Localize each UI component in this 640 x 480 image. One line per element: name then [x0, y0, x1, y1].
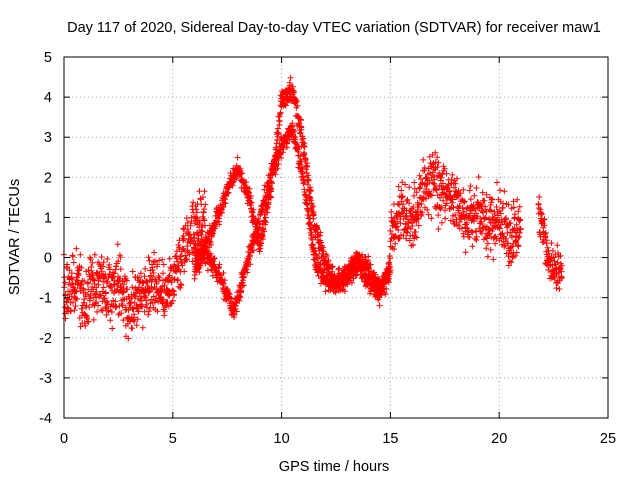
x-axis-label: GPS time / hours — [279, 459, 389, 475]
y-axis-ticks: -4 -3 -2 -1 0 1 2 3 4 5 — [39, 50, 608, 427]
y-tick-label: -1 — [39, 291, 52, 307]
x-tick-label: 10 — [274, 431, 290, 447]
x-tick-label: 25 — [600, 431, 616, 447]
y-tick-label: 5 — [44, 50, 52, 66]
data-points — [60, 74, 565, 342]
chart-title: Day 117 of 2020, Sidereal Day-to-day VTE… — [67, 20, 601, 36]
y-tick-label: -3 — [39, 371, 52, 387]
y-tick-label: 2 — [44, 170, 52, 186]
y-tick-label: 3 — [44, 130, 52, 146]
x-tick-label: 5 — [169, 431, 177, 447]
y-tick-label: 0 — [44, 251, 52, 267]
y-tick-label: -4 — [39, 411, 52, 427]
y-axis-label: SDTVAR / TECUs — [7, 179, 23, 295]
x-axis-ticks: 0 5 10 15 20 25 — [60, 57, 616, 447]
x-tick-label: 0 — [60, 431, 68, 447]
y-tick-label: 1 — [44, 210, 52, 226]
data-point-cluster — [191, 120, 394, 321]
y-tick-label: 4 — [44, 90, 52, 106]
data-point-cluster — [387, 149, 524, 269]
x-tick-label: 15 — [382, 431, 398, 447]
data-point-cluster — [535, 194, 565, 292]
plot-frame — [63, 56, 609, 419]
data-point-cluster — [60, 188, 209, 342]
x-tick-label: 20 — [491, 431, 507, 447]
y-tick-label: -2 — [39, 331, 52, 347]
grid-lines — [64, 57, 608, 418]
